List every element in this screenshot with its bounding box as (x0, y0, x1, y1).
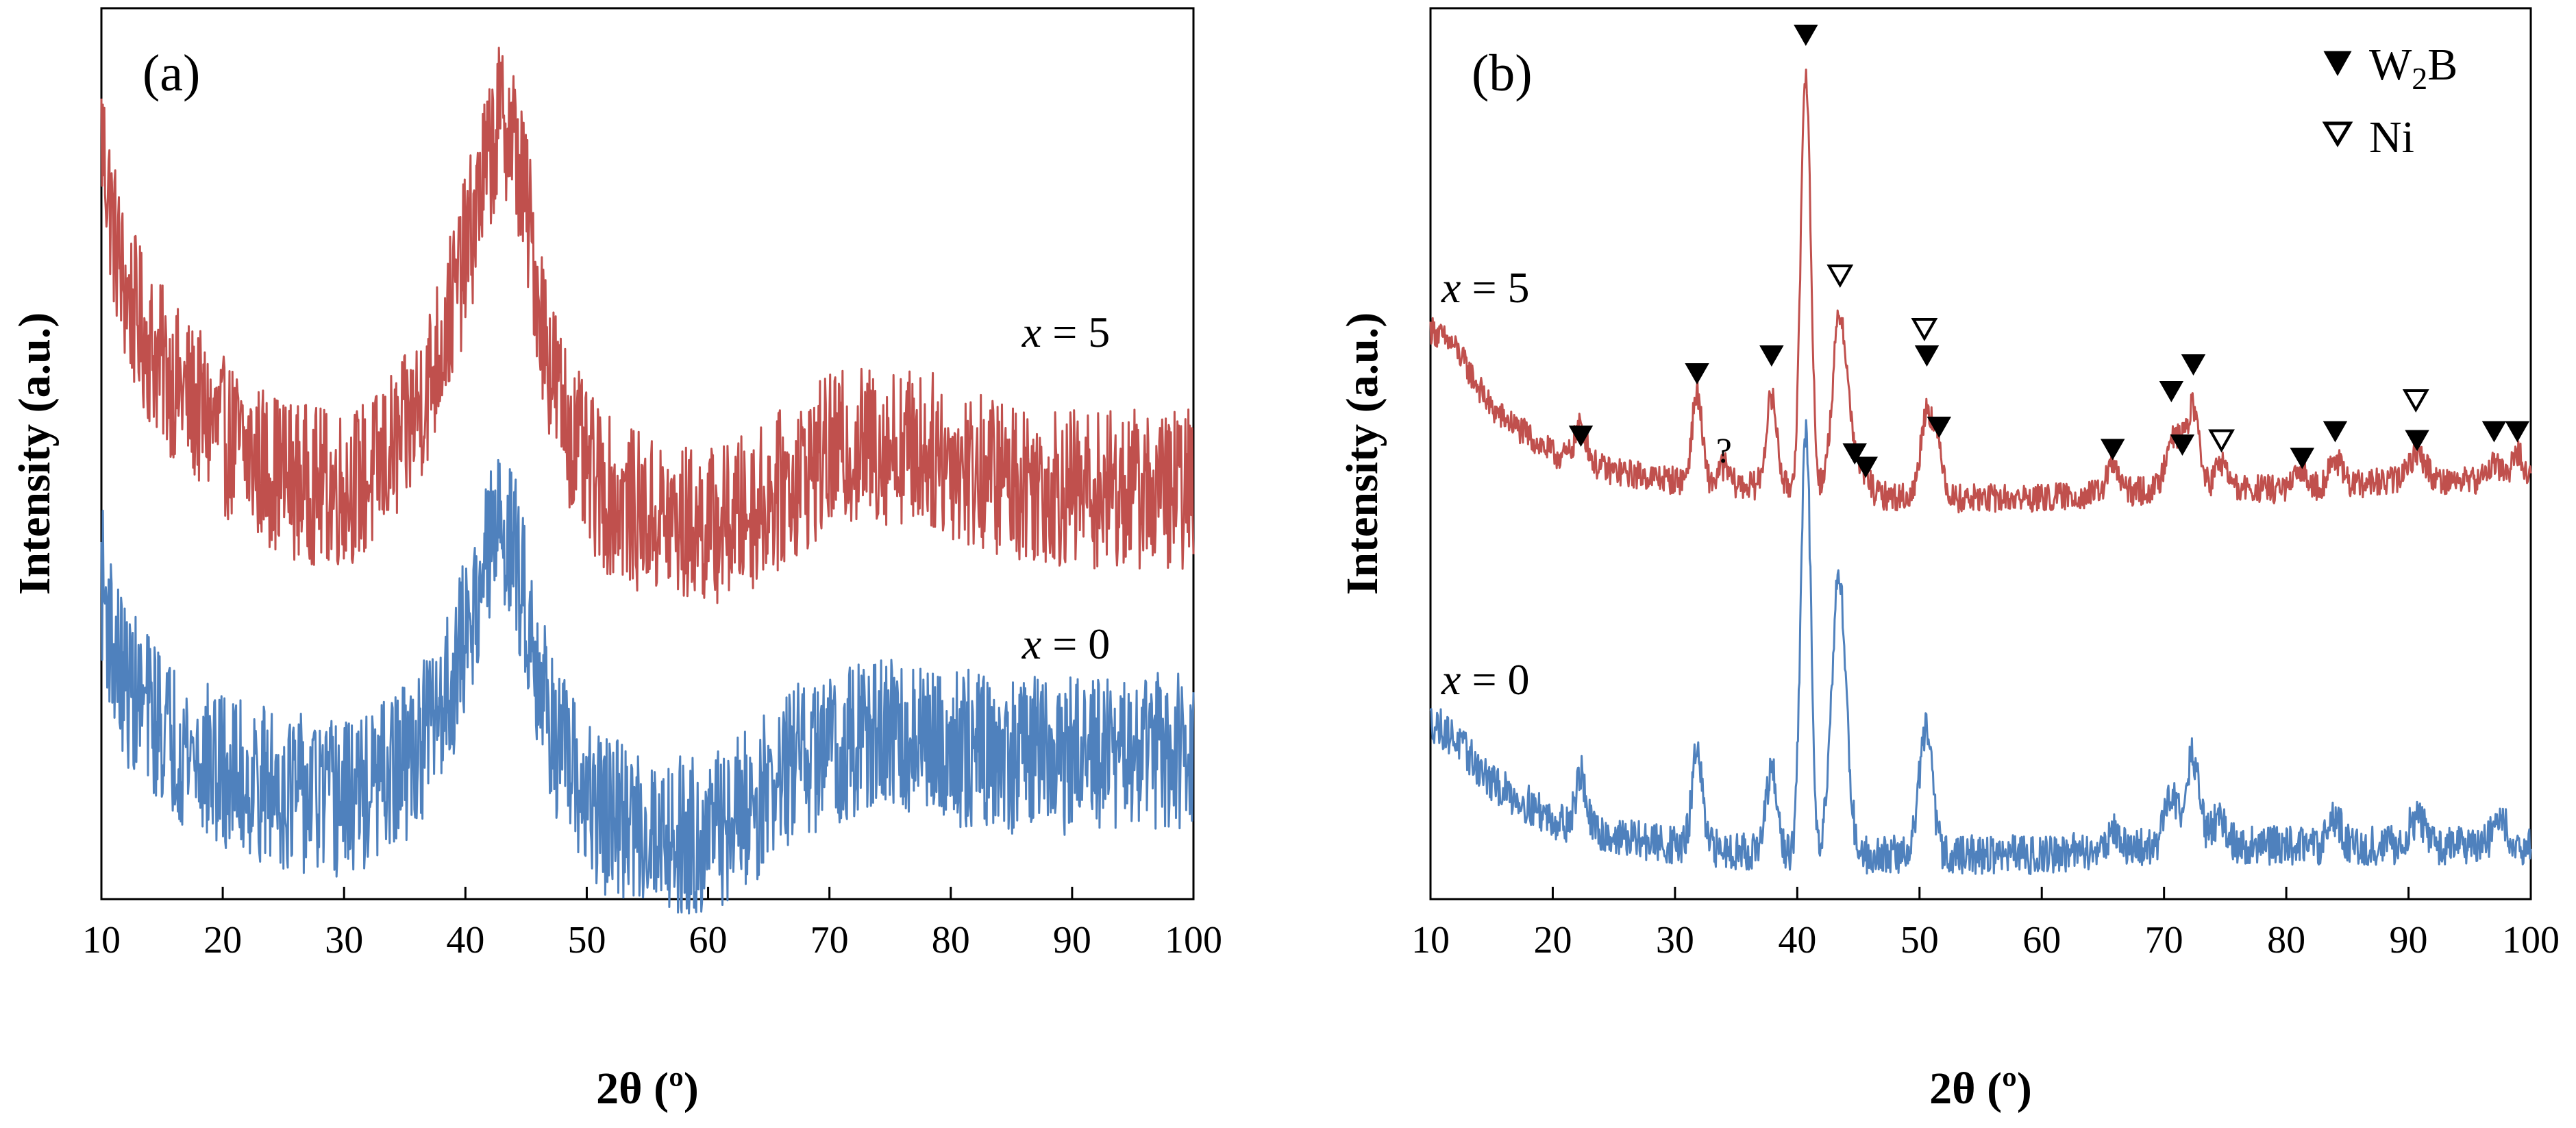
series-annotation-var: x (1441, 655, 1461, 704)
x-tick-label: 100 (2502, 919, 2560, 961)
x-tick-label: 90 (1053, 919, 1091, 961)
x-tick-label: 10 (82, 919, 121, 961)
series-annotation-var: x (1021, 308, 1041, 356)
panel-b-series-labels: x = 5x = 0 (1441, 263, 1530, 704)
series-line-x5 (100, 47, 1195, 604)
x-tick-label: 40 (446, 919, 484, 961)
x-tick-label: 50 (567, 919, 606, 961)
ni-peak-marker (1911, 318, 1938, 342)
legend-w2b-main: W (2369, 40, 2412, 90)
w2b-peak-marker (1685, 363, 1709, 385)
w2b-peak-marker (2323, 421, 2348, 443)
panel-b-legend: W2B Ni (2322, 40, 2457, 162)
x-tick-label: 60 (2022, 919, 2061, 961)
panel-b-phase-markers (1568, 25, 2530, 478)
w2b-peak-marker (2159, 381, 2184, 403)
w2b-peak-marker (1914, 345, 1940, 367)
x-tick-label: 80 (932, 919, 970, 961)
w2b-peak-marker (1794, 25, 1818, 47)
x-tick-label: 20 (203, 919, 242, 961)
series-annotation: x = 5 (1021, 308, 1111, 356)
x-tick-label: 70 (810, 919, 849, 961)
panel-b-label: (b) (1472, 45, 1533, 102)
series-annotation: x = 5 (1441, 263, 1530, 312)
w2b-peak-marker (2505, 421, 2530, 443)
legend-entry-w2b: W2B (2369, 40, 2457, 96)
w2b-peak-marker (2405, 430, 2429, 452)
panel-b-series-group (1429, 69, 2532, 875)
legend-open-triangle-icon (2322, 121, 2353, 147)
series-line-x0 (100, 458, 1195, 915)
w2b-peak-marker (1759, 345, 1784, 367)
x-tick-label: 30 (325, 919, 363, 961)
panel-b-x-axis-title: 2θ (º) (1929, 1064, 2032, 1114)
w2b-peak-marker (2290, 447, 2315, 469)
x-tick-label: 10 (1411, 919, 1450, 961)
series-annotation: x = 0 (1021, 620, 1111, 668)
series-annotation-value: = 5 (1461, 263, 1529, 312)
panel-a-plot-frame (100, 7, 1195, 900)
w2b-peak-marker (1927, 417, 1952, 439)
series-annotation-value: = 0 (1041, 620, 1110, 668)
panel-b-unknown-peak-mark: ? (1716, 432, 1732, 471)
panel-b-y-axis-title: Intensity (a.u.) (1337, 312, 1387, 596)
w2b-peak-marker (1842, 443, 1867, 465)
w2b-peak-marker (2481, 421, 2507, 443)
panel-a-y-axis-title: Intensity (a.u.) (10, 312, 60, 596)
series-line-x5 (1429, 69, 2532, 514)
panel-a-label: (a) (143, 45, 200, 102)
legend-w2b-end: B (2427, 40, 2457, 90)
x-tick-label: 100 (1165, 919, 1222, 961)
series-annotation: x = 0 (1441, 655, 1530, 704)
panel-b-plot-frame (1429, 7, 2532, 900)
panel-b-x-axis: 10 20 30 40 50 60 70 80 90 100 (1411, 887, 2560, 961)
ni-peak-marker (1826, 265, 1854, 289)
series-line-x0 (1429, 419, 2532, 875)
panel-a-series-group (100, 47, 1195, 915)
legend-entry-ni: Ni (2369, 112, 2414, 162)
panel-a-x-axis-title: 2θ (º) (596, 1064, 699, 1114)
series-annotation-var: x (1441, 263, 1461, 312)
w2b-peak-marker (1853, 456, 1878, 478)
x-tick-label: 20 (1533, 919, 1572, 961)
ni-peak-marker (2208, 429, 2235, 453)
x-tick-label: 50 (1900, 919, 1939, 961)
x-tick-label: 60 (689, 919, 728, 961)
series-annotation-value: = 0 (1461, 655, 1529, 704)
x-tick-label: 90 (2390, 919, 2428, 961)
x-tick-label: 70 (2145, 919, 2183, 961)
w2b-peak-marker (1568, 426, 1594, 447)
legend-w2b-subscript: 2 (2412, 61, 2427, 96)
panel-a-series-labels: x = 5x = 0 (1021, 308, 1111, 668)
x-tick-label: 30 (1656, 919, 1694, 961)
w2b-peak-marker (2181, 354, 2206, 376)
panel-a-x-axis: 10 20 30 40 50 60 70 80 90 100 (82, 887, 1222, 961)
legend-filled-triangle-icon (2323, 51, 2352, 77)
series-annotation-value: = 5 (1041, 308, 1110, 356)
series-annotation-var: x (1021, 620, 1041, 668)
w2b-peak-marker (2170, 434, 2195, 456)
x-tick-label: 40 (1778, 919, 1816, 961)
panel-b-chart: ? 10 20 30 40 50 60 70 80 90 100 x = 5x = 0 (b) 2… (1337, 7, 2560, 1114)
panel-a-chart: 10 20 30 40 50 60 70 80 90 100 x = 5x = 0 (a) 2θ … (10, 7, 1222, 1114)
x-tick-label: 80 (2267, 919, 2305, 961)
w2b-peak-marker (2100, 439, 2125, 461)
ni-peak-marker (2402, 389, 2429, 413)
